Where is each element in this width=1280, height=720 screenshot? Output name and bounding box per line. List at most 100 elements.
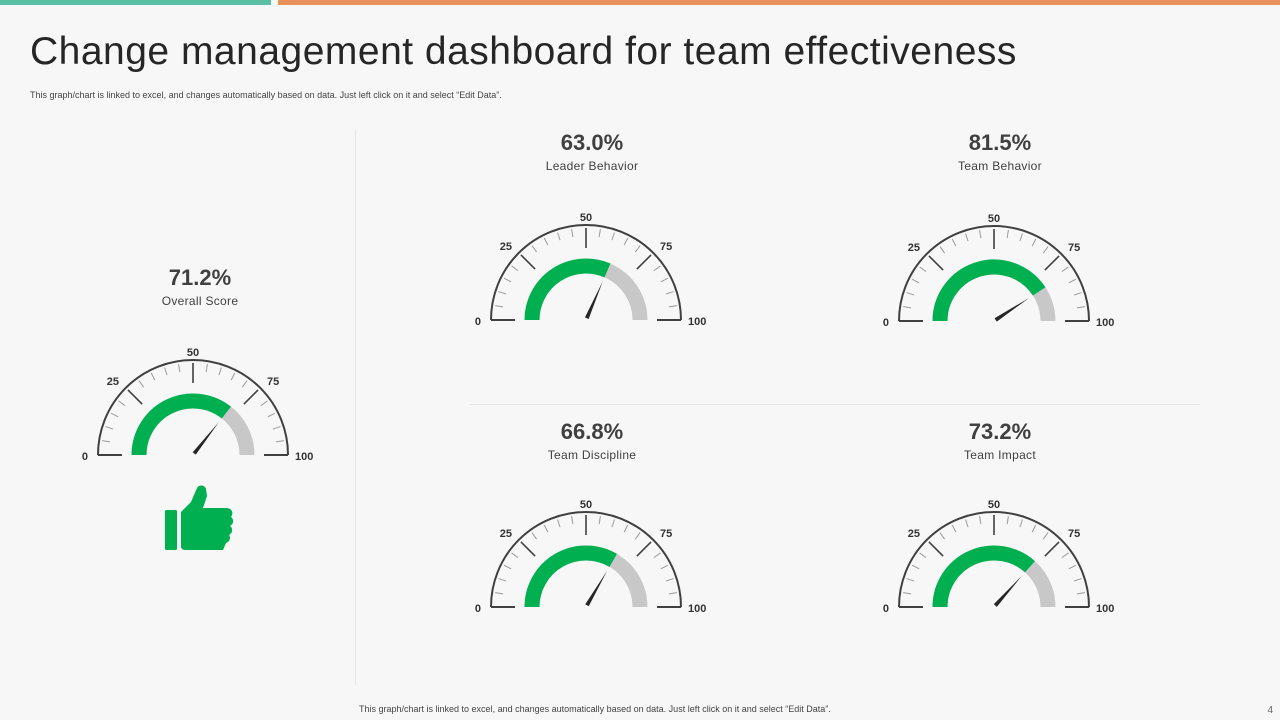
gauge-leader-behavior: 0 25 50 75 100 xyxy=(475,212,706,328)
gauge-minor-tick xyxy=(1076,306,1085,309)
gauge-minor-tick xyxy=(105,426,114,430)
gauge-tick-label: 50 xyxy=(988,499,1000,511)
gauge-minor-tick xyxy=(653,265,661,272)
gauge-minor-tick xyxy=(1073,292,1082,296)
gauge-minor-tick xyxy=(951,524,957,533)
team-behavior-value: 81.5% xyxy=(968,130,1032,155)
gauge-minor-tick xyxy=(951,238,957,247)
gauge-tick-label: 25 xyxy=(908,528,920,540)
gauge-minor-tick xyxy=(164,367,168,376)
gauge-major-tick xyxy=(127,389,143,405)
page-title: Change management dashboard for team eff… xyxy=(30,30,1017,73)
gauge-tick-label: 100 xyxy=(1096,603,1114,615)
gauge-major-tick xyxy=(243,389,259,405)
gauge-minor-tick xyxy=(267,412,276,418)
gauge-minor-tick xyxy=(1061,552,1069,559)
gauge-needle xyxy=(993,575,1022,607)
gauge-minor-tick xyxy=(634,245,641,253)
gauge-major-tick xyxy=(1044,541,1060,557)
gauge-minor-tick xyxy=(498,291,507,295)
gauge-needle xyxy=(584,281,603,319)
gauge-tick-label: 50 xyxy=(580,499,592,511)
gauge-minor-tick xyxy=(1076,592,1085,595)
gauge-minor-tick xyxy=(498,578,507,582)
gauge-tick-label: 100 xyxy=(295,451,313,463)
gauge-tick-label: 50 xyxy=(187,347,199,359)
gauge-minor-tick xyxy=(543,524,549,533)
gauge-outer-arc xyxy=(490,224,682,321)
gauge-minor-tick xyxy=(611,519,615,528)
gauge-minor-tick xyxy=(511,552,519,559)
gauge-minor-tick xyxy=(598,229,601,238)
gauge-minor-tick xyxy=(218,367,222,376)
gauge-tick-label: 50 xyxy=(580,212,592,224)
gauge-minor-tick xyxy=(178,364,181,373)
gauge-team-impact: 0 25 50 75 100 xyxy=(883,499,1114,615)
gauge-major-tick xyxy=(520,254,536,270)
gauge-minor-tick xyxy=(260,400,268,407)
gauge-minor-tick xyxy=(906,578,915,582)
gauge-minor-tick xyxy=(665,578,674,582)
gauge-tick-label: 75 xyxy=(1068,528,1080,540)
gauge-minor-tick xyxy=(939,532,946,540)
gauge-minor-tick xyxy=(1073,578,1082,582)
gauge-major-tick xyxy=(928,255,944,271)
gauge-minor-tick xyxy=(230,372,236,381)
gauge-tick-label: 0 xyxy=(82,451,88,463)
gauge-tick-label: 75 xyxy=(267,376,279,388)
gauge-minor-tick xyxy=(623,524,629,533)
gauge-major-tick xyxy=(636,541,652,557)
page-subtitle: This graph/chart is linked to excel, and… xyxy=(30,90,502,100)
gauge-minor-tick xyxy=(1019,519,1023,528)
gauge-outer-arc xyxy=(97,359,289,456)
gauge-major-tick xyxy=(928,541,944,557)
overall-score-value: 71.2% xyxy=(168,265,232,290)
gauge-minor-tick xyxy=(511,265,519,272)
vertical-divider xyxy=(355,130,356,685)
gauge-minor-tick xyxy=(1031,238,1037,247)
gauge-minor-tick xyxy=(668,305,677,308)
gauge-minor-tick xyxy=(660,277,669,283)
accent-bar-right xyxy=(278,0,1280,5)
gauge-minor-tick xyxy=(571,229,574,238)
leader-behavior-label: Leader Behavior xyxy=(545,159,639,173)
gauge-minor-tick xyxy=(634,532,641,540)
gauge-value-band xyxy=(524,545,617,608)
gauge-minor-tick xyxy=(1068,564,1077,570)
gauge-minor-tick xyxy=(1042,532,1049,540)
gauge-minor-tick xyxy=(598,516,601,525)
gauge-minor-tick xyxy=(150,372,156,381)
gauge-minor-tick xyxy=(272,426,281,430)
gauge-minor-tick xyxy=(138,380,145,388)
gauge-tick-label: 0 xyxy=(475,316,481,328)
gauge-minor-tick xyxy=(531,532,538,540)
gauge-minor-tick xyxy=(1006,230,1009,239)
gauge-team-discipline: 0 25 50 75 100 xyxy=(475,499,706,615)
gauge-minor-tick xyxy=(979,230,982,239)
gauge-minor-tick xyxy=(653,552,661,559)
gauge-tick-label: 25 xyxy=(500,528,512,540)
gauge-minor-tick xyxy=(205,364,208,373)
gauge-tick-label: 50 xyxy=(988,213,1000,225)
gauge-minor-tick xyxy=(965,519,969,528)
gauge-minor-tick xyxy=(1031,524,1037,533)
thumbs-up-icon xyxy=(165,485,234,550)
gauge-minor-tick xyxy=(911,278,920,284)
gauge-value-band xyxy=(131,393,231,456)
gauge-tick-label: 75 xyxy=(660,528,672,540)
gauge-overall-score: 0 25 50 75 100 xyxy=(82,347,313,463)
gauge-major-tick xyxy=(520,541,536,557)
team-behavior-label: Team Behavior xyxy=(958,159,1042,173)
gauge-needle xyxy=(585,570,608,607)
gauge-minor-tick xyxy=(531,245,538,253)
gauge-minor-tick xyxy=(623,237,629,246)
gauge-minor-tick xyxy=(665,291,674,295)
gauge-minor-tick xyxy=(611,232,615,241)
gauge-tick-label: 0 xyxy=(883,603,889,615)
gauge-minor-tick xyxy=(571,516,574,525)
gauge-minor-tick xyxy=(965,233,969,242)
gauge-minor-tick xyxy=(503,564,512,570)
gauge-value-band xyxy=(524,258,611,321)
gauge-tick-label: 75 xyxy=(1068,242,1080,254)
gauge-minor-tick xyxy=(903,592,912,595)
